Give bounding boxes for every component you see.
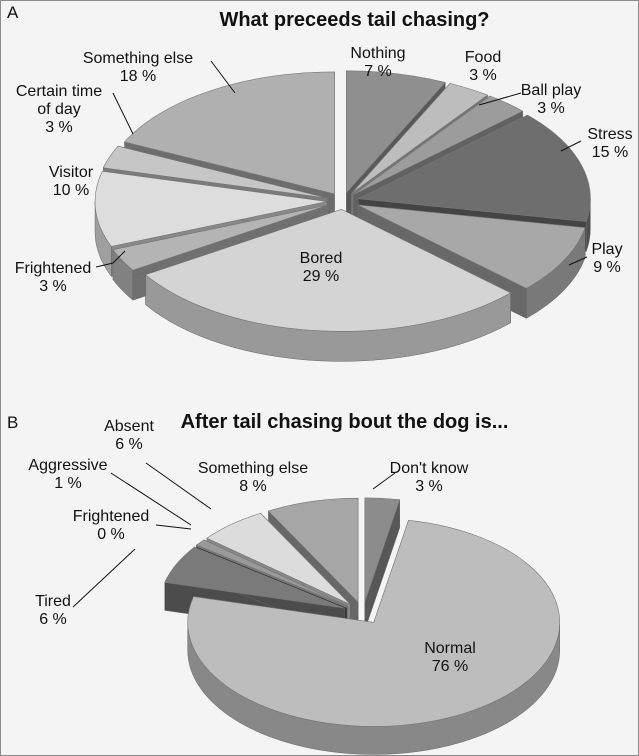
pie-slice-ball-play xyxy=(353,95,524,195)
slice-value-frightened: 3 % xyxy=(39,278,67,295)
leader-line-tired xyxy=(72,548,136,608)
pie-slice-nothing xyxy=(346,70,446,194)
leader-line-frightened xyxy=(95,250,126,268)
slice-label-aggressive: Aggressive xyxy=(28,457,107,474)
slice-label-bored: Bored xyxy=(300,250,343,267)
slice-label-nothing: Nothing xyxy=(350,45,405,62)
slice-value-normal: 76 % xyxy=(432,658,468,675)
slice-value-bored: 29 % xyxy=(303,268,339,285)
chart-title-b: After tail chasing bout the dog is... xyxy=(180,411,509,433)
leader-line-stress xyxy=(560,140,582,152)
panel-b: B After tail chasing bout the dog is... … xyxy=(1,401,638,755)
slice-value-play: 9 % xyxy=(593,259,621,276)
pie-slice-aggressive xyxy=(196,539,348,607)
slice-value-something-else: 18 % xyxy=(120,68,156,85)
slice-label-play: Play xyxy=(591,241,622,258)
pie-tops xyxy=(94,70,591,332)
slice-label-food: Food xyxy=(465,49,501,66)
pie-tops xyxy=(164,497,561,727)
pie-slice-certain-time-of-day xyxy=(102,145,329,199)
slice-label-absent: Absent xyxy=(104,418,154,435)
pie-slice-don-t-know xyxy=(364,497,401,602)
slice-label-something-else: Something else xyxy=(198,460,308,477)
slice-value-nothing: 7 % xyxy=(364,63,392,80)
leader-line-aggressive xyxy=(110,472,192,526)
slice-label-frightened: Frightened xyxy=(15,260,92,277)
slice-value-stress: 15 % xyxy=(592,144,628,161)
pie-slice-normal xyxy=(187,519,561,727)
pie-slice-absent xyxy=(206,512,351,605)
slice-label-certain-time-of-day: Certain time of day xyxy=(16,83,102,118)
leader-line-absent xyxy=(145,462,212,510)
leader-line-something-else xyxy=(210,60,236,94)
leader-line-certain-time-of-day xyxy=(112,92,134,135)
slice-value-aggressive: 1 % xyxy=(54,475,82,492)
pie-slice-food xyxy=(350,83,489,195)
slice-label-don-t-know: Don't know xyxy=(390,460,469,477)
slice-value-frightened: 0 % xyxy=(97,526,125,543)
slice-label-normal: Normal xyxy=(424,640,476,657)
leader-line-ball-play xyxy=(478,92,522,106)
slice-value-ball-play: 3 % xyxy=(537,100,565,117)
pie-slice-frightened xyxy=(195,543,348,608)
panel-a: A What preceeds tail chasing? Nothing 7 %… xyxy=(1,1,638,389)
pie-slice-something-else xyxy=(267,497,359,603)
leader-line-frightened xyxy=(155,524,192,530)
pie-slice-visitor xyxy=(94,170,328,247)
slice-label-frightened: Frightened xyxy=(73,508,150,525)
slice-value-certain-time-of-day: 3 % xyxy=(45,119,73,136)
chart-title-a: What preceeds tail chasing? xyxy=(219,9,490,31)
pie-slice-frightened xyxy=(112,204,329,271)
leader-line-don-t-know xyxy=(372,472,396,490)
leader-line-play xyxy=(568,256,588,266)
slice-value-absent: 6 % xyxy=(115,436,143,453)
slice-label-visitor: Visitor xyxy=(49,164,94,181)
panel-letter-b: B xyxy=(7,413,19,432)
slice-value-food: 3 % xyxy=(469,67,497,84)
slice-label-stress: Stress xyxy=(587,126,632,143)
pie-slice-stress xyxy=(357,114,591,222)
slice-value-visitor: 10 % xyxy=(53,182,89,199)
pie-slice-play xyxy=(357,204,586,289)
slice-label-tired: Tired xyxy=(35,593,71,610)
pie-slice-something-else xyxy=(123,71,335,195)
slice-value-tired: 6 % xyxy=(39,611,67,628)
slice-value-don-t-know: 3 % xyxy=(415,478,443,495)
slice-value-something-else: 8 % xyxy=(239,478,267,495)
slice-label-something-else: Something else xyxy=(83,50,193,67)
slice-label-ball-play: Ball play xyxy=(521,82,581,99)
pie-slice-tired xyxy=(164,546,346,609)
pie-slice-bored xyxy=(145,209,512,332)
panel-letter-a: A xyxy=(7,3,19,22)
